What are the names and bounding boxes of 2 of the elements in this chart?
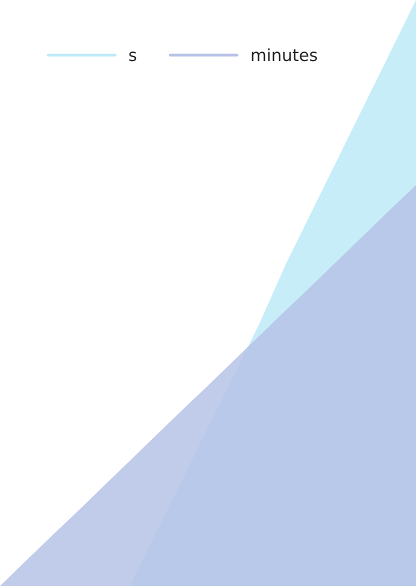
- legend-label: s: [129, 52, 136, 62]
- legend-label: minutes: [252, 48, 317, 62]
